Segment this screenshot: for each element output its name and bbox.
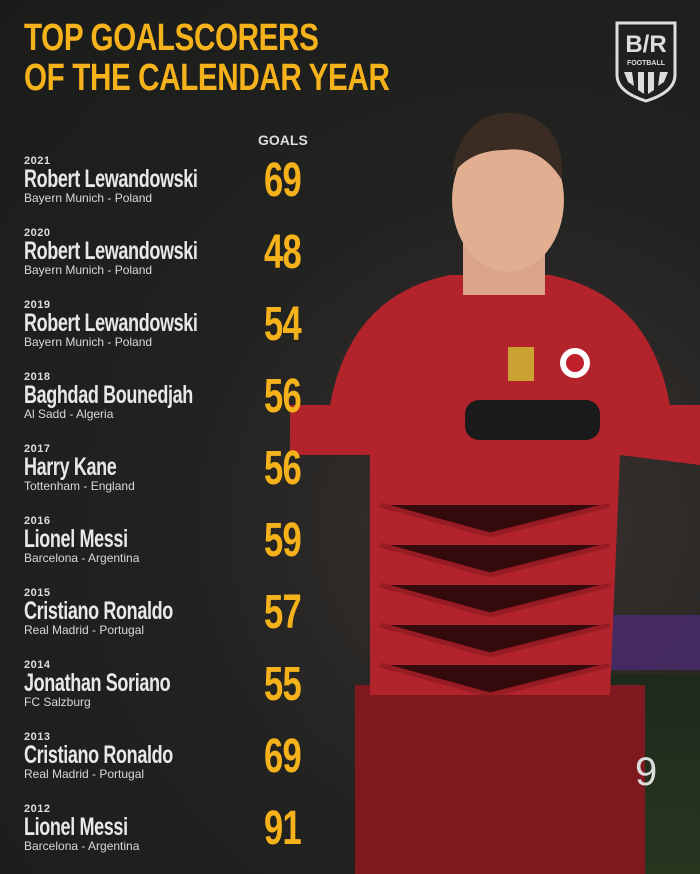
player-name: Harry Kane	[24, 453, 117, 481]
year-label: 2020	[24, 227, 51, 239]
year-label: 2017	[24, 443, 51, 455]
scorer-row: 2014 Jonathan Soriano FC Salzburg 55	[24, 659, 324, 729]
year-label: 2014	[24, 659, 51, 671]
player-name: Lionel Messi	[24, 525, 128, 553]
club-country: Barcelona - Argentina	[24, 551, 140, 565]
player-name: Lionel Messi	[24, 813, 128, 841]
club-country: Al Sadd - Algeria	[24, 407, 114, 421]
player-name: Baghdad Bounedjah	[24, 381, 193, 409]
year-label: 2018	[24, 371, 51, 383]
player-name: Cristiano Ronaldo	[24, 741, 173, 769]
advertising-board	[610, 615, 700, 670]
scorer-row: 2013 Cristiano Ronaldo Real Madrid - Portu…	[24, 731, 324, 801]
goals-count: 56	[264, 442, 302, 495]
goals-count: 57	[264, 586, 302, 639]
player-name: Robert Lewandowski	[24, 237, 198, 265]
scorer-row: 2015 Cristiano Ronaldo Real Madrid - Portu…	[24, 587, 324, 657]
scorer-row: 2021 Robert Lewandowski Bayern Munich - Po…	[24, 155, 324, 225]
title-line-1: TOP GOALSCORERS	[24, 17, 319, 59]
club-country: Real Madrid - Portugal	[24, 623, 145, 637]
scorer-row: 2019 Robert Lewandowski Bayern Munich - Po…	[24, 299, 324, 369]
club-country: Real Madrid - Portugal	[24, 767, 145, 781]
club-country: Bayern Munich - Poland	[24, 191, 153, 205]
goals-count: 69	[264, 154, 302, 207]
goals-count: 91	[264, 802, 302, 855]
bleacher-report-logo: B/R FOOTBALL	[615, 21, 677, 103]
goals-count: 59	[264, 514, 302, 567]
svg-text:9: 9	[635, 750, 657, 794]
year-label: 2012	[24, 803, 51, 815]
page-title: TOP GOALSCORERS OF THE CALENDAR YEAR	[24, 17, 390, 99]
goals-count: 69	[264, 730, 302, 783]
player-name: Jonathan Soriano	[24, 669, 171, 697]
goals-column-header: GOALS	[258, 132, 308, 148]
scorer-row: 2012 Lionel Messi Barcelona - Argentina 91	[24, 803, 324, 873]
year-label: 2019	[24, 299, 51, 311]
club-country: Bayern Munich - Poland	[24, 335, 153, 349]
scorer-row: 2018 Baghdad Bounedjah Al Sadd - Algeria 56	[24, 371, 324, 441]
year-label: 2015	[24, 587, 51, 599]
player-photo: 9	[290, 112, 700, 874]
goals-count: 48	[264, 226, 302, 279]
title-line-2: OF THE CALENDAR YEAR	[24, 57, 390, 99]
scorer-row: 2017 Harry Kane Tottenham - England 56	[24, 443, 324, 513]
player-name: Robert Lewandowski	[24, 309, 198, 337]
club-country: Bayern Munich - Poland	[24, 263, 153, 277]
goals-count: 55	[264, 658, 302, 711]
year-label: 2016	[24, 515, 51, 527]
svg-text:FOOTBALL: FOOTBALL	[627, 60, 666, 67]
year-label: 2021	[24, 155, 51, 167]
player-name: Robert Lewandowski	[24, 165, 198, 193]
goals-count: 54	[264, 298, 302, 351]
goals-count: 56	[264, 370, 302, 423]
scorer-row: 2016 Lionel Messi Barcelona - Argentina 59	[24, 515, 324, 585]
svg-text:B/R: B/R	[625, 31, 666, 58]
club-country: FC Salzburg	[24, 695, 91, 709]
year-label: 2013	[24, 731, 51, 743]
club-country: Tottenham - England	[24, 479, 135, 493]
club-country: Barcelona - Argentina	[24, 839, 140, 853]
player-name: Cristiano Ronaldo	[24, 597, 173, 625]
scorer-row: 2020 Robert Lewandowski Bayern Munich - Po…	[24, 227, 324, 297]
